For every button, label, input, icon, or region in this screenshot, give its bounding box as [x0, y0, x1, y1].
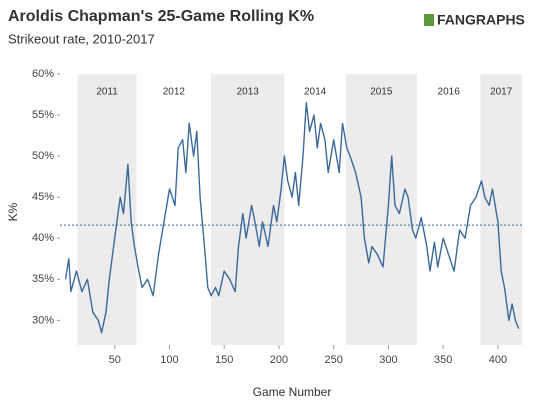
- brand-logo: FANGRAPHS: [424, 12, 525, 28]
- season-label: 2016: [438, 87, 461, 98]
- x-tick-label: 100: [160, 354, 178, 366]
- season-label: 2014: [304, 87, 327, 98]
- season-label: 2011: [96, 87, 118, 98]
- y-tick-label: 30%: [32, 314, 54, 326]
- x-tick-label: 250: [325, 354, 343, 366]
- x-tick-label: 50: [109, 354, 121, 366]
- season-label: 2013: [237, 87, 260, 98]
- y-tick-label: 50%: [32, 150, 54, 162]
- season-label: 2015: [370, 87, 393, 98]
- brand-text: FANGRAPHS: [437, 12, 525, 28]
- chart-subtitle: Strikeout rate, 2010-2017: [8, 31, 155, 46]
- y-tick-label: 40%: [32, 232, 54, 244]
- y-tick-label: 35%: [32, 273, 54, 285]
- x-tick-label: 400: [489, 354, 507, 366]
- season-band: [480, 74, 522, 345]
- logo-icon: [424, 14, 434, 26]
- y-axis-label: K%: [6, 202, 20, 221]
- x-tick-label: 150: [215, 354, 233, 366]
- x-axis-label: Game Number: [253, 385, 332, 399]
- chart-title: Aroldis Chapman's 25-Game Rolling K%: [8, 8, 314, 25]
- y-tick-label: 55%: [32, 109, 54, 121]
- series-line: [64, 101, 520, 334]
- season-label: 2017: [490, 87, 513, 98]
- season-label: 2012: [163, 87, 186, 98]
- x-tick-label: 350: [434, 354, 452, 366]
- y-tick-label: 60%: [32, 68, 54, 80]
- season-band: [345, 74, 417, 345]
- y-tick-label: 45%: [32, 191, 54, 203]
- x-tick-label: 300: [379, 354, 397, 366]
- x-tick-label: 200: [270, 354, 288, 366]
- season-band: [211, 74, 285, 345]
